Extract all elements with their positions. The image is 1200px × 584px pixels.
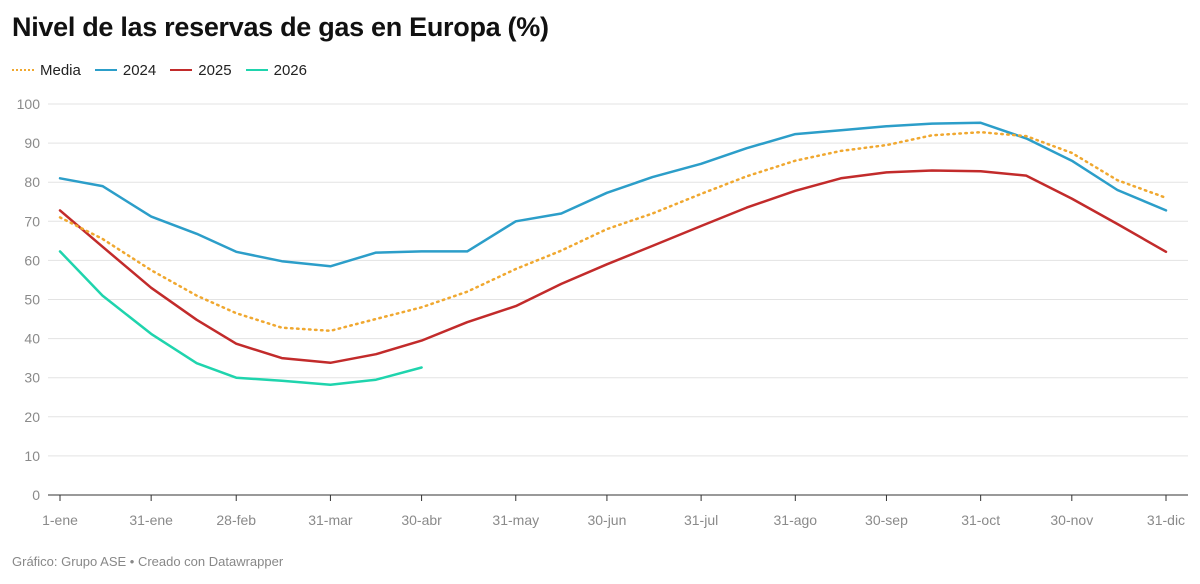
x-tick-label: 31-ago xyxy=(774,512,818,528)
y-tick-label: 30 xyxy=(24,370,40,386)
y-tick-label: 10 xyxy=(24,448,40,464)
x-tick-label: 1-ene xyxy=(42,512,78,528)
y-tick-label: 60 xyxy=(24,252,40,268)
x-tick-label: 28-feb xyxy=(216,512,256,528)
series-line-2024 xyxy=(58,121,1168,268)
y-tick-label: 40 xyxy=(24,331,40,347)
legend-item-2024: 2024 xyxy=(94,61,157,79)
y-tick-label: 80 xyxy=(24,174,40,190)
series-line-2025 xyxy=(58,169,1168,365)
x-tick-label: 30-sep xyxy=(865,512,908,528)
x-tick-label: 30-abr xyxy=(401,512,442,528)
legend-item-2025: 2025 xyxy=(170,61,232,79)
y-tick-label: 70 xyxy=(24,213,40,229)
legend-label: Media xyxy=(40,61,81,79)
y-tick-label: 0 xyxy=(32,487,40,503)
legend-label: 2025 xyxy=(198,61,232,79)
chart-legend: Media 2024 2025 2026 xyxy=(12,60,321,80)
x-tick-label: 30-jun xyxy=(587,512,626,528)
x-tick-label: 31-ene xyxy=(129,512,173,528)
chart-title: Nivel de las reservas de gas en Europa (… xyxy=(12,12,549,42)
y-tick-label: 90 xyxy=(24,135,40,151)
y-tick-label: 50 xyxy=(24,292,40,308)
series-line-media xyxy=(58,130,1168,333)
y-tick-label: 20 xyxy=(24,409,40,425)
x-tick-label: 31-jul xyxy=(684,512,718,528)
legend-swatch xyxy=(170,69,193,71)
series-line-2026 xyxy=(58,250,423,386)
chart-footer: Gráfico: Grupo ASE • Creado con Datawrap… xyxy=(12,554,284,569)
legend-swatch xyxy=(245,69,268,71)
legend-swatch xyxy=(12,69,34,71)
x-tick-label: 31-may xyxy=(492,512,539,528)
legend-label: 2024 xyxy=(122,61,157,79)
x-tick-label: 30-nov xyxy=(1050,512,1093,528)
legend-item-2026: 2026 xyxy=(245,61,307,79)
x-tick-label: 31-mar xyxy=(308,512,353,528)
x-tick-label: 31-dic xyxy=(1147,512,1185,528)
y-tick-label: 100 xyxy=(17,96,41,112)
legend-label: 2026 xyxy=(273,61,307,79)
legend-item-media: Media xyxy=(12,62,81,79)
x-tick-label: 31-oct xyxy=(961,512,1000,528)
legend-swatch xyxy=(94,69,117,71)
